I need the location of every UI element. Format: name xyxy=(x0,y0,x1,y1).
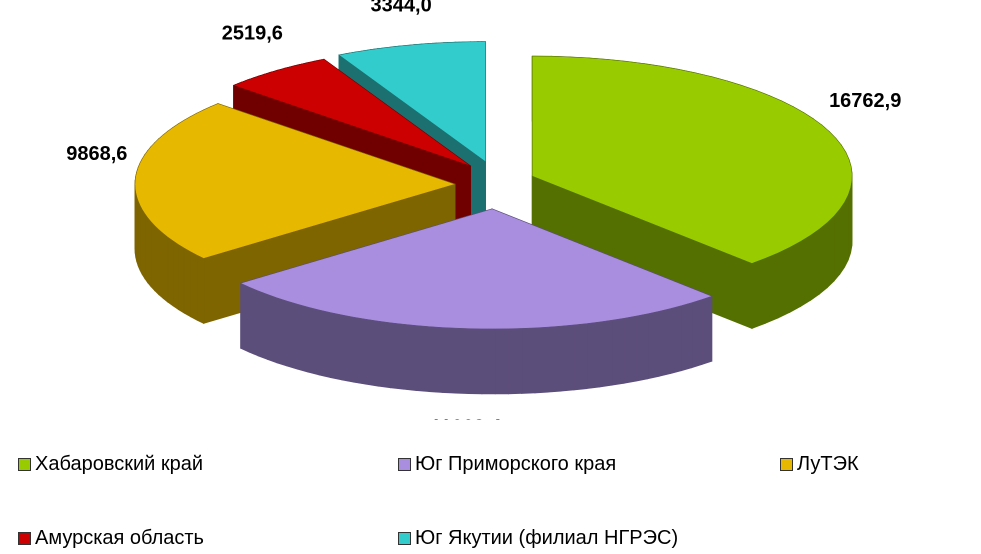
legend-swatch xyxy=(18,532,31,545)
slice-side xyxy=(481,328,496,395)
slice-side xyxy=(318,309,331,379)
data-label: 2519,6 xyxy=(222,23,283,45)
slice-side xyxy=(647,310,660,380)
legend-swatch xyxy=(398,532,411,545)
slice-side xyxy=(764,252,779,324)
slice-top xyxy=(531,55,853,264)
slice-side xyxy=(669,305,682,375)
slice-top xyxy=(232,59,471,167)
slice-side xyxy=(494,328,509,395)
slice-side xyxy=(307,306,320,376)
legend-swatch xyxy=(398,458,411,471)
slice-side xyxy=(573,323,588,391)
slice-side xyxy=(534,326,549,394)
slice-side xyxy=(623,315,637,384)
legend-label: Амурская область xyxy=(35,527,204,549)
slice-side xyxy=(415,325,430,393)
slice xyxy=(239,208,713,395)
slice-side xyxy=(547,325,562,393)
legend-item: Хабаровский край xyxy=(18,453,203,476)
slice-side xyxy=(441,327,456,394)
legend-item: Юг Якутии (филиал НГРЭС) xyxy=(398,527,678,550)
slice-side xyxy=(189,250,198,321)
slice-side xyxy=(276,297,288,367)
legend-swatch xyxy=(18,458,31,471)
pie-area: 16762,9 11669,4 9868,6 2519,6 3344,0 xyxy=(66,0,901,438)
legend-label: Хабаровский край xyxy=(35,453,204,475)
slice-side xyxy=(611,317,625,386)
slice-side xyxy=(658,308,671,377)
slice-side xyxy=(810,228,820,302)
slice-side xyxy=(507,327,523,395)
slice-side xyxy=(691,298,703,369)
slice-side xyxy=(402,323,417,391)
legend-swatch xyxy=(780,458,793,471)
slice-side xyxy=(172,240,179,311)
slice-side xyxy=(167,236,174,307)
slice-side xyxy=(826,214,835,289)
legend-label: Юг Якутии (филиал НГРЭС) xyxy=(415,527,679,549)
slice-side xyxy=(158,228,164,300)
slice-side xyxy=(800,234,811,308)
slice-side xyxy=(777,246,791,319)
slice-side xyxy=(286,300,298,370)
slice-side xyxy=(296,303,309,373)
slice-side xyxy=(701,295,713,366)
slice-side xyxy=(598,319,613,388)
slice-side xyxy=(162,232,169,303)
slice-side xyxy=(839,200,845,276)
slice-side xyxy=(454,327,470,395)
data-label: 16762,9 xyxy=(829,90,901,112)
slice-top xyxy=(134,103,456,259)
slice-side xyxy=(586,321,600,390)
slice-side xyxy=(680,302,693,372)
slice-side xyxy=(266,293,278,364)
slice-side xyxy=(353,316,367,385)
legend-item: Юг Приморского края xyxy=(398,453,616,476)
slice-side xyxy=(257,290,268,360)
slice-side xyxy=(789,240,801,313)
data-label: 11669,4 xyxy=(430,416,502,420)
slice-side xyxy=(329,312,343,381)
slice-top xyxy=(239,208,713,330)
slice-side xyxy=(248,286,259,357)
slice-side xyxy=(240,282,250,353)
slice-side xyxy=(365,318,379,387)
slice-side xyxy=(144,212,149,284)
slice-side xyxy=(196,254,205,325)
slice-top xyxy=(338,41,486,163)
data-label: 3344,0 xyxy=(371,0,432,16)
slice-side xyxy=(183,247,191,318)
slice-side xyxy=(844,194,849,268)
slice-side xyxy=(521,327,536,394)
slice-side xyxy=(560,324,575,392)
slice-side xyxy=(468,328,483,395)
slice-side xyxy=(635,313,649,382)
slice xyxy=(134,102,456,325)
legend-item: ЛуТЭК xyxy=(780,453,859,476)
slice-side xyxy=(751,257,766,329)
data-label: 9868,6 xyxy=(66,143,127,165)
slice-side xyxy=(833,207,841,282)
legend-item: Амурская область xyxy=(18,527,204,550)
slice-side xyxy=(177,243,185,314)
slice-side xyxy=(341,314,355,383)
slice-side xyxy=(377,320,392,389)
slice-side xyxy=(150,220,156,292)
slice-side xyxy=(428,326,443,393)
legend-label: ЛуТЭК xyxy=(797,453,859,475)
slice-side xyxy=(819,221,828,295)
legend-label: Юг Приморского края xyxy=(415,453,617,475)
slice-side xyxy=(154,224,160,296)
slice-side xyxy=(390,322,404,390)
slice-side xyxy=(147,216,152,288)
